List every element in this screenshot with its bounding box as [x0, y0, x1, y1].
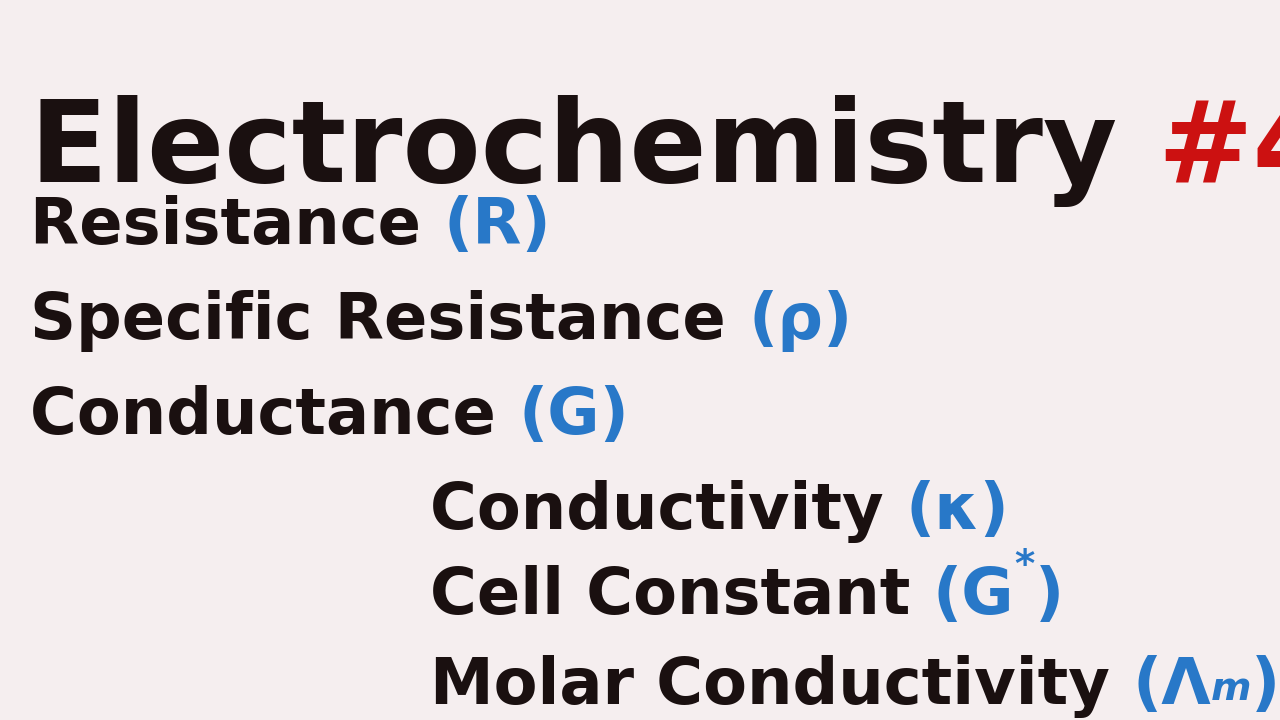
- Text: Resistance: Resistance: [29, 195, 443, 257]
- Text: Cell Constant: Cell Constant: [430, 565, 933, 627]
- Text: ): ): [1252, 655, 1280, 717]
- Text: *: *: [1014, 547, 1034, 585]
- Text: (R): (R): [443, 195, 550, 257]
- Text: ): ): [1034, 565, 1064, 627]
- Text: Specific Resistance: Specific Resistance: [29, 290, 748, 352]
- Text: (κ): (κ): [906, 480, 1010, 542]
- Text: m: m: [1211, 670, 1252, 708]
- Text: Molar Conductivity: Molar Conductivity: [430, 655, 1132, 718]
- Text: (ρ): (ρ): [748, 290, 852, 352]
- Text: Electrochemistry: Electrochemistry: [29, 95, 1157, 207]
- Text: (G): (G): [518, 385, 628, 447]
- Text: Conductivity: Conductivity: [430, 480, 906, 543]
- Text: (Λ: (Λ: [1132, 655, 1211, 717]
- Text: #4: #4: [1157, 95, 1280, 206]
- Text: Conductance: Conductance: [29, 385, 518, 447]
- Text: (G: (G: [933, 565, 1014, 627]
